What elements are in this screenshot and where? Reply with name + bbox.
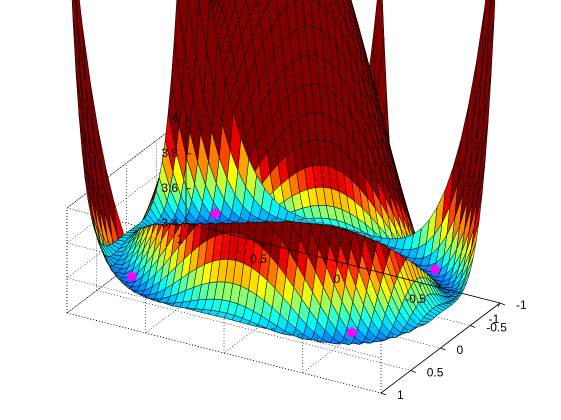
x-tick-label: -0.5 (405, 292, 426, 306)
z-tick (185, 222, 192, 225)
y-tick (440, 347, 446, 351)
y-tick (499, 302, 506, 306)
z-tick-label: 4 (171, 111, 178, 125)
back-edge (66, 222, 187, 314)
z-tick (185, 152, 192, 155)
grid-line (66, 312, 382, 394)
x-tick-label: 0.5 (250, 252, 267, 266)
y-tick (380, 392, 387, 396)
y-tick-label: -1 (516, 298, 527, 312)
y-tick-label: 0 (457, 343, 464, 357)
x-tick-label: 0 (334, 272, 341, 286)
x-tick (183, 222, 187, 228)
surface-patch (215, 0, 221, 4)
x-tick (419, 282, 422, 288)
solution-marker (126, 271, 137, 282)
y-tick-label: 0.5 (427, 366, 444, 380)
x-tick (340, 262, 344, 268)
surface-patch (234, 0, 238, 7)
z-tick-label: 3.8 (161, 146, 178, 160)
y-tick (410, 370, 416, 373)
y-tick-label: -0.5 (486, 321, 507, 335)
surface (71, 0, 496, 345)
z-tick (185, 187, 192, 190)
z-tick-label: 3.4 (161, 216, 178, 230)
surface-patch (485, 0, 496, 78)
y-tick-label: 1 (397, 388, 404, 402)
x-tick-label: 1 (177, 232, 184, 246)
z-tick-label: 3.6 (161, 181, 178, 195)
solution-marker (346, 327, 357, 338)
x-tick (262, 242, 265, 248)
surface-patch (218, 0, 225, 10)
z-tick (185, 117, 192, 120)
marker-stroke (347, 328, 357, 337)
marker-stroke (127, 272, 137, 281)
marker-stroke (430, 265, 440, 274)
surface-patch (488, 0, 492, 19)
solution-markers (126, 208, 441, 338)
x-tick (497, 302, 501, 308)
solution-marker (210, 208, 221, 219)
y-tick (470, 325, 476, 328)
grid-line (96, 290, 411, 371)
marker-stroke (210, 209, 220, 218)
x-tick-label: -1 (489, 312, 500, 326)
solution-marker (430, 264, 441, 275)
surface-patch (212, 0, 217, 2)
